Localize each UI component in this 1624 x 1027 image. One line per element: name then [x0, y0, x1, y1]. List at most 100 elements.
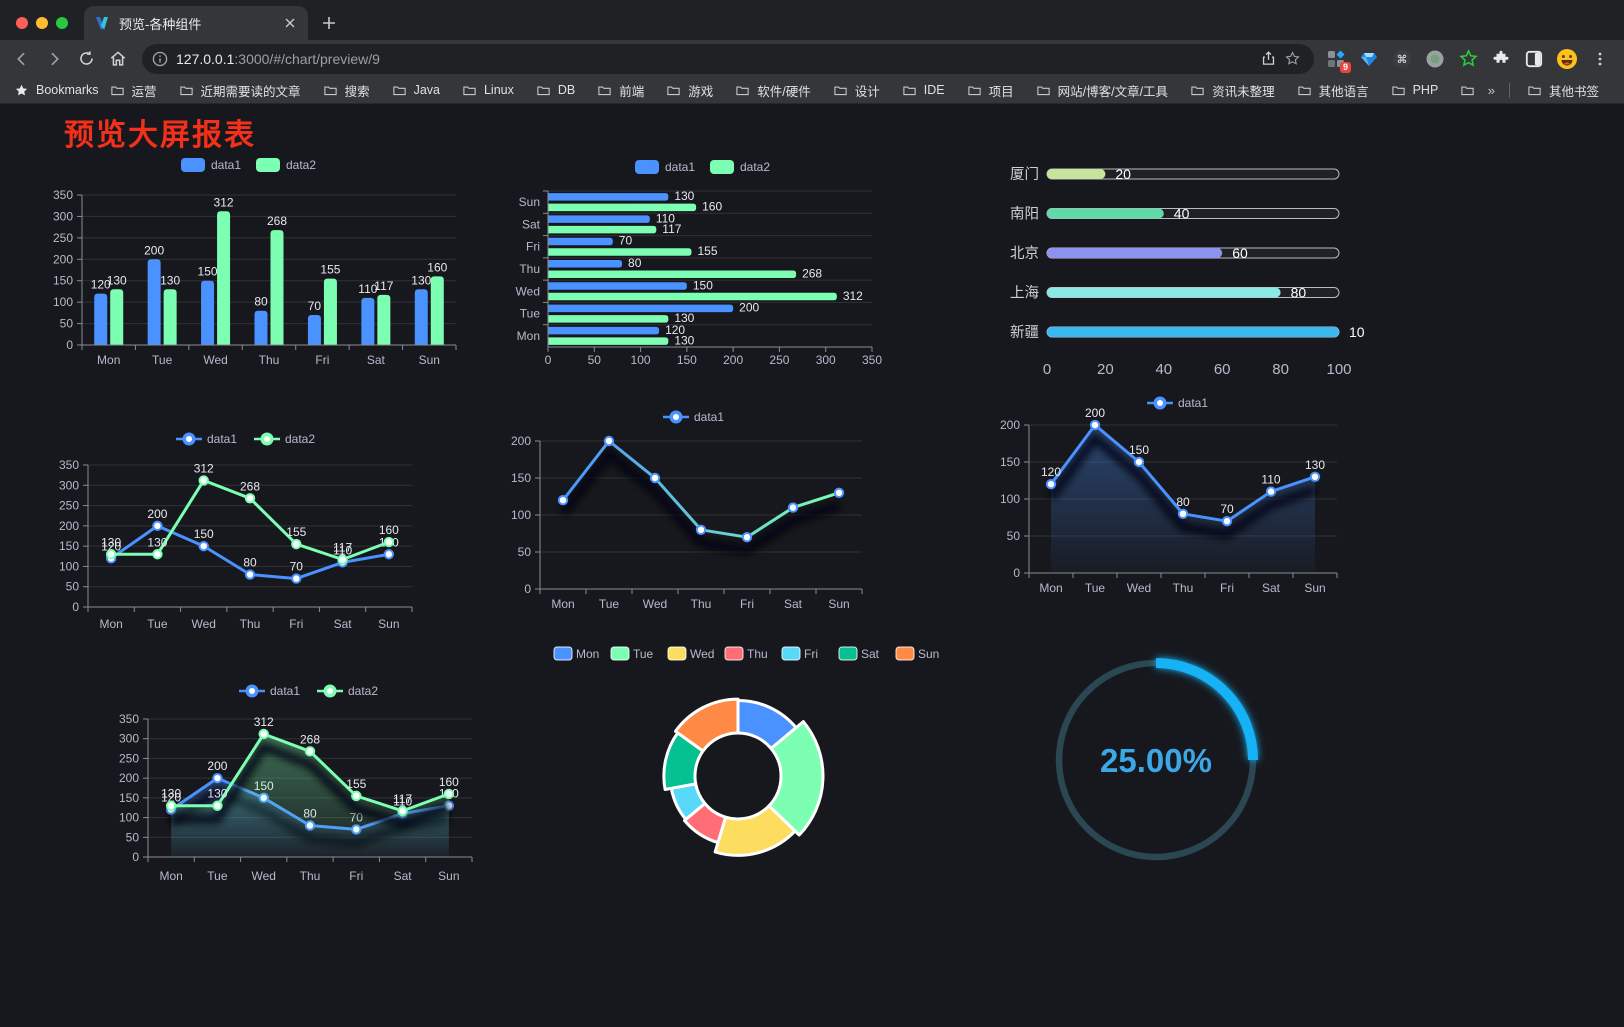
bookmark-folder-item[interactable]: 文件服务器 — [1449, 81, 1479, 100]
folder-icon — [903, 86, 916, 95]
minimize-window-button[interactable] — [36, 17, 48, 29]
folder-icon — [1191, 86, 1204, 95]
tab-strip: 预览-各种组件 — [0, 0, 1624, 40]
folder-icon — [967, 86, 981, 95]
browser-tab[interactable]: 预览-各种组件 — [84, 6, 308, 40]
percent-gauge-chart[interactable]: 25.00% — [1038, 644, 1278, 876]
svg-text:130: 130 — [411, 273, 431, 287]
svg-text:Wed: Wed — [516, 284, 540, 298]
bookmark-folder-item[interactable]: 游戏 — [655, 81, 724, 100]
area-line-chart[interactable]: data1 0 50 100 150 200 Mon Tue Wed Thu Fri Sat Sun 12… — [983, 389, 1361, 597]
bookmark-folder-item[interactable]: 前端 — [586, 81, 655, 100]
svg-text:350: 350 — [862, 353, 882, 367]
bookmark-folder-item[interactable]: 网站/博客/文章/工具 — [1025, 81, 1179, 100]
bookmark-folder-item[interactable]: IDE — [891, 83, 956, 98]
svg-text:160: 160 — [379, 523, 399, 537]
other-bookmarks-label: 其他书签 — [1548, 84, 1599, 99]
bookmark-folder-item[interactable]: Linux — [451, 83, 525, 98]
profile-avatar[interactable] — [1555, 47, 1579, 71]
address-bar[interactable]: 127.0.0.1:3000/#/chart/preview/9 — [142, 43, 1314, 74]
share-icon[interactable] — [1256, 47, 1280, 71]
bookmark-folder-item[interactable]: 运营 — [110, 81, 168, 100]
gradient-line-chart[interactable]: data1 0 50 100 150 200 Mon Tue Wed Thu Fri Sat Sun — [494, 401, 879, 613]
bookmarks-root-item[interactable]: Bookmarks — [14, 83, 110, 98]
home-button[interactable] — [104, 45, 132, 73]
svg-text:data2: data2 — [286, 158, 316, 172]
svg-text:117: 117 — [333, 541, 352, 555]
bookmark-folder-item[interactable]: 软件/硬件 — [724, 81, 821, 100]
weekday-donut-chart[interactable]: Mon Tue Wed Thu Fri Sat Sun — [545, 636, 945, 894]
svg-text:Wed: Wed — [203, 353, 227, 367]
svg-text:155: 155 — [320, 263, 340, 277]
bookmark-folder-item[interactable]: 资讯未整理 — [1179, 81, 1286, 100]
svg-text:Sun: Sun — [1304, 581, 1325, 595]
svg-text:200: 200 — [59, 519, 79, 533]
site-info-icon[interactable] — [152, 51, 168, 67]
menu-button[interactable] — [1588, 47, 1612, 71]
gem-extension-icon[interactable] — [1357, 47, 1381, 71]
svg-text:20: 20 — [1097, 361, 1114, 378]
bookmark-folder-item[interactable]: 项目 — [956, 81, 1025, 100]
back-button[interactable] — [8, 45, 36, 73]
extension-badge: 9 — [1339, 61, 1351, 73]
svg-text:268: 268 — [300, 732, 320, 746]
svg-text:Thu: Thu — [519, 262, 540, 276]
bookmark-folder-item[interactable]: 其他语言 — [1286, 81, 1380, 100]
bookmark-star-icon[interactable] — [1280, 47, 1304, 71]
bookmark-folder-item[interactable]: PHP — [1380, 83, 1450, 98]
svg-text:200: 200 — [119, 771, 139, 785]
bookmark-folder-item[interactable]: 近期需要读的文章 — [168, 81, 312, 100]
svg-text:268: 268 — [267, 214, 287, 228]
svg-text:Sat: Sat — [367, 353, 386, 367]
extension-grid-icon[interactable]: 9 — [1324, 47, 1351, 73]
svg-text:0: 0 — [66, 338, 73, 352]
city-progress-chart[interactable]: 厦门 20 南阳 40 北京 60 上海 80 新疆 100 0 20 40 60 80 100 — [993, 154, 1365, 384]
svg-text:250: 250 — [59, 499, 79, 513]
svg-text:100: 100 — [1000, 492, 1020, 506]
puzzle-extensions-icon[interactable] — [1489, 47, 1513, 71]
svg-text:Tue: Tue — [152, 353, 173, 367]
svg-text:150: 150 — [511, 471, 531, 485]
svg-text:100: 100 — [1326, 361, 1351, 378]
url-host: 127.0.0.1 — [176, 50, 235, 67]
svg-text:160: 160 — [439, 775, 459, 789]
bookmark-folder-item[interactable]: 设计 — [822, 81, 891, 100]
bookmarks-overflow-chevron[interactable]: » — [1487, 82, 1495, 98]
reload-button[interactable] — [72, 45, 100, 73]
url-text[interactable]: 127.0.0.1:3000/#/chart/preview/9 — [176, 51, 1256, 67]
svg-text:50: 50 — [126, 830, 140, 844]
svg-text:data1: data1 — [211, 158, 241, 172]
svg-text:80: 80 — [254, 295, 268, 309]
svg-text:Tue: Tue — [147, 617, 168, 631]
folder-icon — [179, 86, 193, 95]
green-star-extension-icon[interactable] — [1456, 47, 1480, 71]
svg-text:50: 50 — [60, 317, 74, 331]
svg-text:80: 80 — [628, 256, 642, 270]
bookmark-folder-item[interactable]: Java — [381, 83, 451, 98]
tab-close-icon[interactable] — [282, 15, 298, 31]
bookmark-folder-item[interactable]: DB — [525, 83, 586, 98]
svg-text:160: 160 — [702, 200, 722, 214]
zoom-window-button[interactable] — [56, 17, 68, 29]
two-series-area-chart[interactable]: data1 data2 0 50 100 150 200 250 300 350 Mon Tue Wed… — [94, 673, 488, 891]
svg-text:130: 130 — [207, 787, 227, 801]
new-tab-button[interactable] — [318, 12, 340, 34]
close-window-button[interactable] — [16, 17, 28, 29]
svg-text:50: 50 — [66, 580, 80, 594]
svg-text:Sat: Sat — [1262, 581, 1281, 595]
svg-text:Thu: Thu — [691, 597, 712, 611]
svg-text:Fri: Fri — [526, 240, 540, 254]
grouped-horizontal-bar-chart[interactable]: data1 data2 0 50 100 150 200 250 300 350 Sun 130 160… — [498, 151, 898, 376]
grouped-bar-chart[interactable]: data1 data2 0 50 100 150 200 250 300 350 Mon Tue Wed… — [36, 149, 466, 377]
svg-text:Thu: Thu — [300, 869, 321, 883]
two-series-line-chart[interactable]: data1 data2 0 50 100 150 200 250 300 350 Mon Tue Wed… — [36, 421, 428, 639]
record-extension-icon[interactable] — [1423, 47, 1447, 71]
other-bookmarks-folder[interactable]: 其他书签 — [1516, 81, 1610, 100]
split-view-extension-icon[interactable] — [1522, 47, 1546, 71]
svg-text:Wed: Wed — [643, 597, 667, 611]
bookmark-folder-item[interactable]: 搜索 — [312, 81, 381, 100]
folder-icon — [736, 86, 749, 95]
svg-text:50: 50 — [588, 353, 602, 367]
command-extension-icon[interactable]: ⌘ — [1390, 47, 1414, 71]
forward-button[interactable] — [40, 45, 68, 73]
